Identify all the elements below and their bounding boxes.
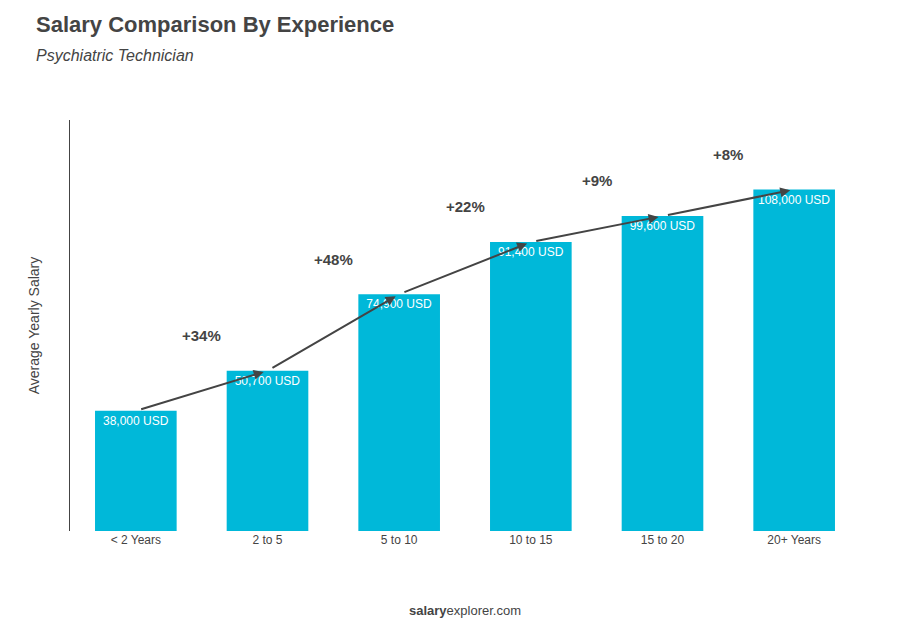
svg-text:15 to 20: 15 to 20 [641,533,685,547]
svg-text:91,400 USD: 91,400 USD [498,245,564,259]
svg-text:10 to 15: 10 to 15 [509,533,553,547]
svg-text:38,000 USD: 38,000 USD [103,414,169,428]
svg-text:Salary Comparison By Experienc: Salary Comparison By ExperiencePsychiatr… [36,12,394,64]
svg-text:20+ Years: 20+ Years [767,533,821,547]
svg-text:99,600 USD: 99,600 USD [630,219,696,233]
svg-text:108,000 USD: 108,000 USD [758,193,830,207]
svg-text:+22%: +22% [446,198,485,215]
svg-text:< 2 Years: < 2 Years [111,533,161,547]
svg-text:+48%: +48% [314,251,353,268]
svg-text:+34%: +34% [182,327,221,344]
svg-text:salaryexplorer.com: salaryexplorer.com [409,603,521,618]
svg-text:50,700 USD: 50,700 USD [235,374,301,388]
svg-text:+9%: +9% [582,172,612,189]
svg-text:5 to 10: 5 to 10 [381,533,418,547]
svg-text:Average Yearly Salary: Average Yearly Salary [26,257,42,395]
svg-text:74,900 USD: 74,900 USD [366,297,432,311]
svg-text:2 to 5: 2 to 5 [252,533,282,547]
svg-text:+8%: +8% [713,146,743,163]
